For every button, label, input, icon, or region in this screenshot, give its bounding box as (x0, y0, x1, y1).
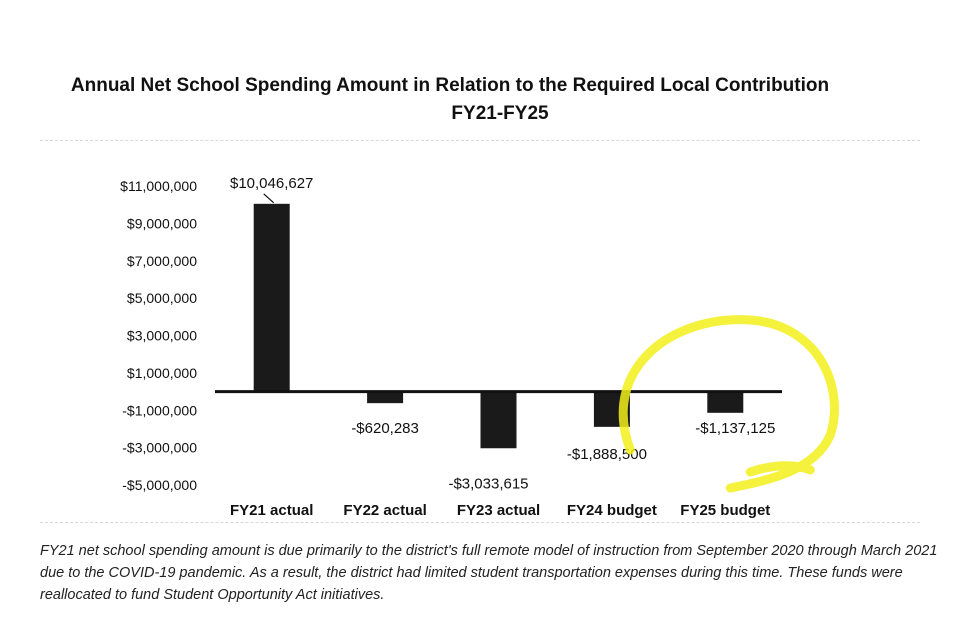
data-label: -$1,888,500 (567, 446, 647, 463)
data-label: -$1,137,125 (695, 420, 775, 437)
y-tick-label: -$1,000,000 (122, 402, 197, 418)
x-axis: FY21 actual FY22 actual FY23 actual FY24 bu… (230, 502, 770, 519)
chart-title: Annual Net School Spending Amount in Rel… (70, 75, 830, 96)
y-tick-label: -$3,000,000 (122, 440, 197, 456)
y-tick-label: $5,000,000 (127, 290, 197, 306)
bar-fy22-actual (367, 391, 404, 404)
y-tick-label: $7,000,000 (127, 253, 197, 269)
bar-fy25-budget (707, 391, 744, 413)
yellow-highlight-circle (618, 315, 839, 493)
y-axis: $11,000,000 $9,000,000 $7,000,000 $5,000,00… (120, 178, 197, 493)
bars (253, 203, 744, 449)
bar-fy21-actual (253, 203, 290, 392)
data-label: -$620,283 (351, 420, 419, 437)
x-tick-label: FY21 actual (230, 502, 313, 519)
y-tick-label: $11,000,000 (120, 178, 197, 194)
bar-fy23-actual (480, 391, 517, 449)
y-tick-label: $1,000,000 (127, 365, 197, 381)
chart-subtitle: FY21-FY25 (451, 103, 549, 124)
y-tick-label: -$5,000,000 (122, 477, 197, 493)
x-tick-label: FY23 actual (457, 502, 540, 519)
scan-artifact-line (40, 140, 920, 142)
y-tick-label: $3,000,000 (127, 328, 197, 344)
data-label-leader (263, 193, 275, 204)
data-label: $10,046,627 (230, 175, 313, 192)
x-tick-label: FY22 actual (343, 502, 426, 519)
y-tick-label: $9,000,000 (127, 215, 197, 231)
x-tick-label: FY24 budget (567, 502, 657, 519)
footnote: FY21 net school spending amount is due p… (40, 543, 938, 603)
scan-artifact-line (40, 522, 920, 524)
data-label: -$3,033,615 (448, 475, 528, 492)
chart-title-block: Annual Net School Spending Amount in Rel… (0, 72, 900, 128)
x-tick-label: FY25 budget (680, 502, 770, 519)
